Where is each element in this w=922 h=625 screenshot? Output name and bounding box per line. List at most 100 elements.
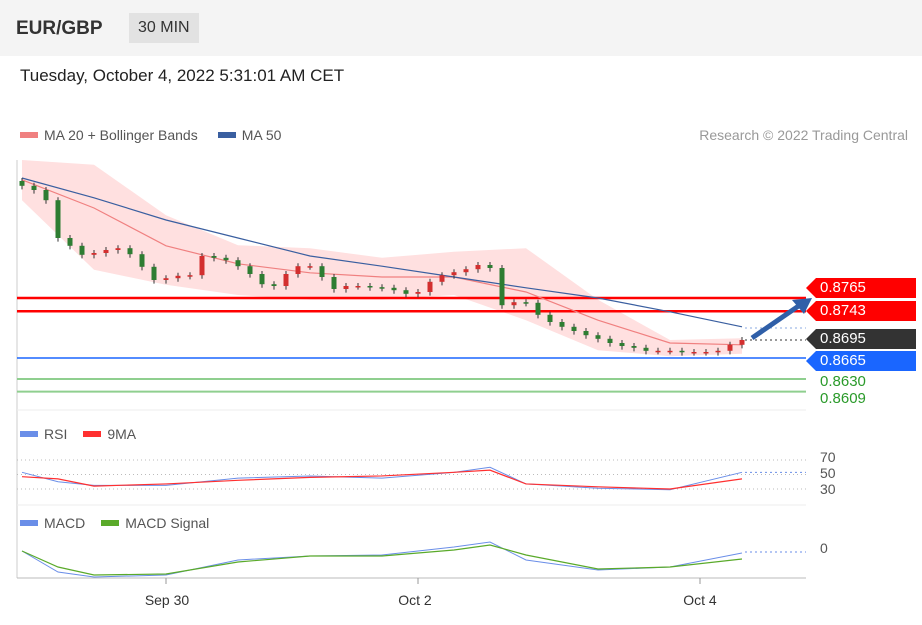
candle-body — [391, 287, 397, 291]
candle-body — [379, 287, 385, 289]
rsi-tick-50: 50 — [820, 465, 836, 481]
level-tag-resistance-1: 0.8765 — [806, 278, 916, 298]
candle-body — [355, 286, 361, 288]
candle-body — [619, 343, 625, 346]
candle-body — [115, 248, 121, 250]
candle-body — [739, 340, 745, 345]
rsi-legend-label: RSI — [44, 426, 68, 442]
candle-body — [139, 254, 145, 267]
rsi-tick-30: 30 — [820, 481, 836, 497]
rsi-ma-swatch — [83, 431, 102, 437]
ma20-legend-label: MA 20 + Bollinger Bands — [44, 127, 198, 143]
rsi-tick-70: 70 — [820, 449, 836, 465]
credit-text: Research © 2022 Trading Central — [699, 127, 908, 143]
candle-body — [43, 190, 49, 201]
candle-body — [235, 260, 241, 267]
candle-body — [211, 256, 217, 258]
rsi-swatch — [20, 431, 38, 437]
candle-body — [643, 347, 649, 351]
candle-body — [331, 277, 337, 289]
rsi-ma-legend-label: 9MA — [107, 426, 137, 442]
ma20-swatch — [20, 132, 38, 138]
level-tag-resistance-2: 0.8743 — [806, 301, 916, 321]
x-tick-sep30: Sep 30 — [144, 592, 190, 608]
candle-body — [439, 275, 445, 282]
level-label-target-2: 0.8609 — [820, 390, 866, 407]
header-bar: EUR/GBP 30 MIN — [0, 0, 922, 56]
macd-swatch — [20, 520, 38, 526]
macd-signal-line — [21, 544, 743, 576]
candle-body — [523, 302, 529, 304]
candle-body — [427, 281, 433, 292]
candle-body — [319, 266, 325, 277]
candle-body — [91, 253, 97, 255]
candle-body — [163, 278, 169, 280]
candle-body — [571, 326, 577, 331]
candle-body — [715, 350, 721, 353]
candle-body — [283, 274, 289, 286]
candle-body — [535, 302, 541, 315]
price-legend: MA 20 + Bollinger Bands MA 50 — [20, 127, 281, 143]
candle-body — [547, 314, 553, 322]
candle-body — [31, 185, 37, 190]
candle-body — [583, 331, 589, 336]
candle-body — [67, 238, 73, 246]
bollinger-band — [22, 160, 742, 357]
candle-body — [307, 266, 313, 268]
candle-body — [367, 286, 373, 288]
forecast-arrow-head — [792, 298, 812, 314]
candle-body — [451, 272, 457, 276]
candle-body — [631, 346, 637, 348]
ma50-legend-label: MA 50 — [241, 127, 282, 143]
level-tag-last: 0.8695 — [806, 329, 916, 349]
candle-body — [187, 275, 193, 277]
candle-body — [259, 274, 265, 285]
timestamp: Tuesday, October 4, 2022 5:31:01 AM CET — [20, 66, 345, 85]
timeframe-badge[interactable]: 30 MIN — [129, 13, 199, 43]
candle-body — [607, 338, 613, 343]
candle-body — [463, 269, 469, 273]
symbol-title: EUR/GBP — [16, 18, 103, 39]
rsi-line — [21, 466, 743, 491]
rsi-legend: RSI 9MA — [20, 426, 136, 442]
candle-body — [655, 350, 661, 353]
candle-body — [487, 265, 493, 268]
candle-body — [127, 248, 133, 255]
x-tick-oct4: Oct 4 — [683, 592, 717, 608]
candle-body — [343, 286, 349, 289]
candle-body — [223, 257, 229, 261]
candle-body — [175, 275, 181, 279]
candle-body — [103, 250, 109, 253]
macd-legend: MACD MACD Signal — [20, 515, 209, 531]
candle-body — [403, 290, 409, 294]
forecast-arrow-shaft — [750, 302, 802, 341]
level-label: 0.8743 — [820, 302, 866, 319]
ma20-line — [21, 179, 743, 346]
ma50-swatch — [217, 132, 236, 138]
candle-body — [667, 350, 673, 353]
candle-body — [79, 245, 85, 255]
candle-body — [475, 265, 481, 270]
level-tag-support: 0.8665 — [806, 351, 916, 371]
candle-body — [499, 268, 505, 306]
candle-body — [679, 350, 685, 353]
candle-body — [691, 352, 697, 354]
candle-body — [271, 284, 277, 286]
candle-body — [727, 344, 733, 351]
candle-body — [703, 352, 709, 354]
macd-tick-0: 0 — [820, 540, 828, 556]
candle-body — [19, 181, 25, 186]
level-label-target-1: 0.8630 — [820, 373, 866, 390]
ma50-line — [21, 177, 743, 328]
candle-body — [55, 200, 61, 238]
candle-body — [199, 256, 205, 276]
candle-body — [415, 292, 421, 294]
candle-body — [151, 266, 157, 280]
candle-body — [247, 266, 253, 274]
rsi-ma-line — [21, 469, 743, 490]
candle-body — [511, 302, 517, 306]
level-label: 0.8695 — [820, 330, 866, 347]
level-label: 0.8765 — [820, 279, 866, 296]
candle-body — [559, 322, 565, 327]
